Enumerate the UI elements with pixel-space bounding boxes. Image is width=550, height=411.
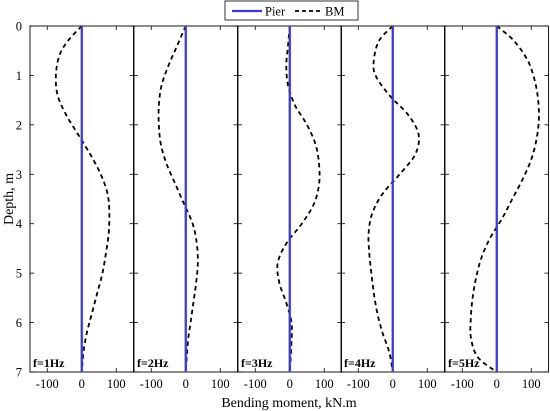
y-tick-label: 5 [16, 267, 22, 281]
bm-line-1 [54, 25, 111, 373]
panel-label-4: f=4Hz [344, 356, 376, 370]
x-tick-label: 100 [418, 377, 437, 391]
legend-bm-label: BM [325, 5, 344, 19]
x-tick-label: -100 [451, 377, 474, 391]
y-tick-label: 1 [16, 69, 22, 83]
y-axis-label: Depth, m [2, 173, 17, 225]
x-tick-label: 100 [522, 377, 541, 391]
panels-group: 0 1 2 3 4 5 6 7 -100 0 100 f=1Hz -100 0 100 f=2Hz -100 0 1… [16, 20, 549, 391]
x-tick-label: 0 [287, 377, 293, 391]
panel-label-2: f=2Hz [137, 356, 169, 370]
legend-pier-label: Pier [265, 5, 286, 19]
panel-label-3: f=3Hz [241, 356, 273, 370]
x-tick-label: 0 [494, 377, 500, 391]
y-tick-label: 0 [16, 20, 22, 34]
legend: Pier BM [224, 0, 359, 21]
bm-line-3 [276, 25, 321, 373]
y-tick-label: 4 [16, 217, 23, 231]
x-tick-label: -100 [244, 377, 267, 391]
x-tick-label: -100 [140, 377, 163, 391]
x-tick-label: -100 [347, 377, 370, 391]
y-tick-label: 2 [16, 118, 22, 132]
panel-label-1: f=1Hz [33, 356, 65, 370]
x-tick-label: 0 [390, 377, 396, 391]
y-tick-label: 3 [16, 168, 22, 182]
x-tick-label: 100 [315, 377, 334, 391]
x-axis-label: Bending moment, kN.m [221, 396, 356, 411]
bm-line-4 [367, 25, 420, 373]
y-tick-label: 7 [16, 366, 22, 380]
x-tick-label: 100 [211, 377, 230, 391]
bm-line-2 [157, 25, 199, 373]
x-tick-label: -100 [36, 377, 59, 391]
y-tick-label: 6 [16, 316, 22, 330]
legend-box [224, 0, 359, 21]
bm-line-5 [469, 25, 540, 373]
panel-label-5: f=5Hz [448, 356, 480, 370]
x-tick-label: 0 [79, 377, 85, 391]
x-tick-label: 100 [107, 377, 126, 391]
x-tick-label: 0 [183, 377, 189, 391]
